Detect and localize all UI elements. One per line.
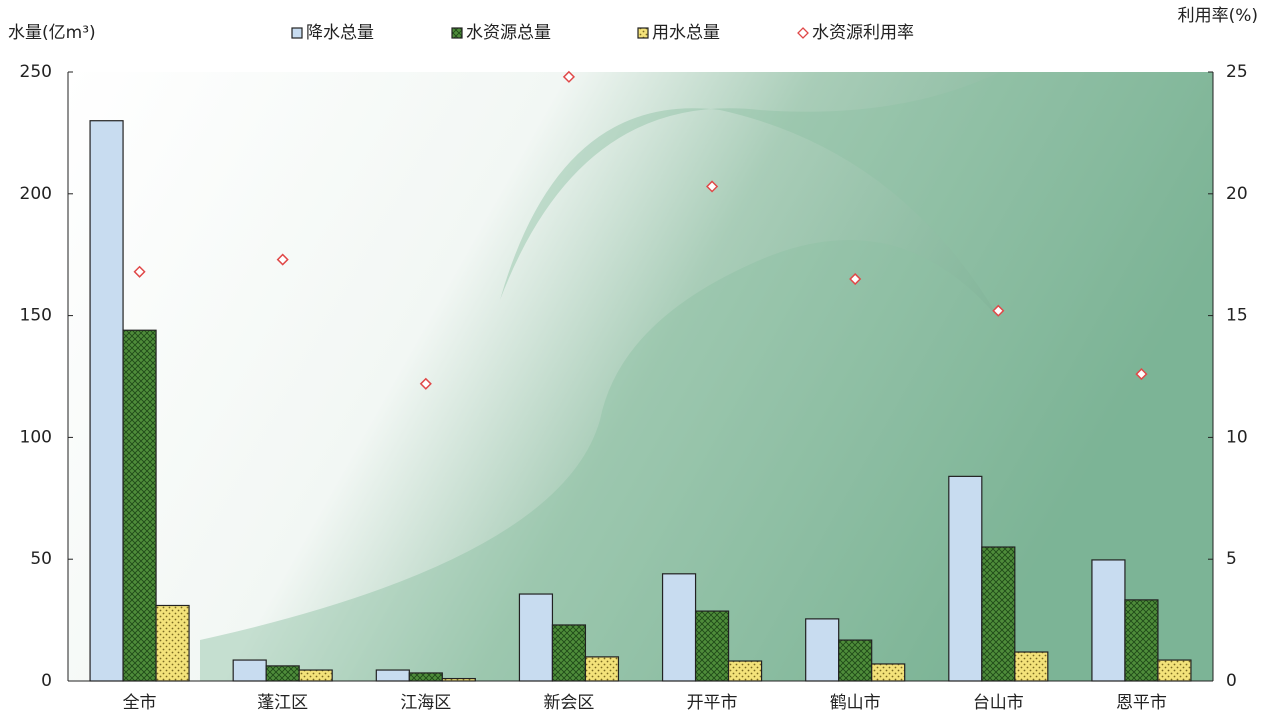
bar (838, 639, 873, 682)
legend-label: 水资源利用率 (812, 23, 914, 43)
point (562, 70, 575, 83)
x-tick-label: 全市 (123, 693, 157, 713)
legend-marker (291, 27, 303, 39)
point (849, 272, 862, 286)
bar (375, 669, 410, 682)
point (706, 180, 719, 193)
bar (551, 624, 587, 682)
bar (727, 660, 763, 682)
y-tick-label: 200 (20, 184, 52, 204)
bar (1124, 599, 1159, 682)
y-tick-label: 100 (20, 427, 52, 447)
bar (694, 610, 730, 682)
x-tick-label: 蓬江区 (257, 693, 308, 713)
y-tick-label: 250 (20, 62, 52, 82)
y2-tick-label: 25 (1226, 62, 1248, 82)
bar (948, 475, 983, 682)
legend-marker (637, 27, 649, 39)
y-tick-label: 0 (41, 671, 52, 691)
bar (155, 604, 190, 682)
x-tick-label: 鹤山市 (830, 693, 881, 713)
bar (981, 546, 1016, 682)
bar (265, 665, 300, 682)
y-tick-label: 50 (30, 549, 52, 569)
bar (584, 656, 620, 682)
point (419, 377, 432, 390)
bar (408, 672, 443, 682)
legend-label: 水资源总量 (466, 23, 551, 43)
point (992, 304, 1005, 317)
bar (1091, 559, 1126, 682)
point (133, 265, 146, 278)
bar (871, 663, 906, 682)
x-tick-label: 新会区 (543, 693, 594, 713)
bar (89, 120, 124, 682)
legend-label: 用水总量 (652, 23, 720, 43)
legend-marker (451, 27, 463, 39)
y2-axis-label: 利用率(%) (1178, 6, 1258, 26)
legend-label: 降水总量 (306, 23, 374, 43)
point (1135, 368, 1148, 381)
y-tick-label: 150 (20, 306, 52, 326)
bar (298, 669, 333, 682)
bar (518, 593, 554, 682)
bar (661, 573, 697, 682)
bar (805, 618, 840, 682)
x-tick-label: 江海区 (400, 693, 451, 713)
y-axis-label: 水量(亿m³) (8, 23, 96, 43)
bar (441, 677, 476, 682)
point (276, 253, 289, 266)
x-tick-label: 台山市 (973, 693, 1024, 713)
legend-marker (797, 27, 809, 39)
x-tick-label: 恩平市 (1116, 693, 1167, 713)
y2-tick-label: 0 (1226, 671, 1237, 691)
y2-tick-label: 10 (1226, 427, 1248, 447)
y2-tick-label: 15 (1226, 306, 1248, 326)
bar (232, 659, 267, 682)
y2-tick-label: 5 (1226, 549, 1237, 569)
bar (1157, 659, 1192, 682)
bar (122, 329, 157, 682)
x-tick-label: 开平市 (687, 693, 738, 713)
bar (1014, 651, 1049, 682)
y2-tick-label: 20 (1226, 184, 1248, 204)
background-image (68, 72, 1213, 681)
